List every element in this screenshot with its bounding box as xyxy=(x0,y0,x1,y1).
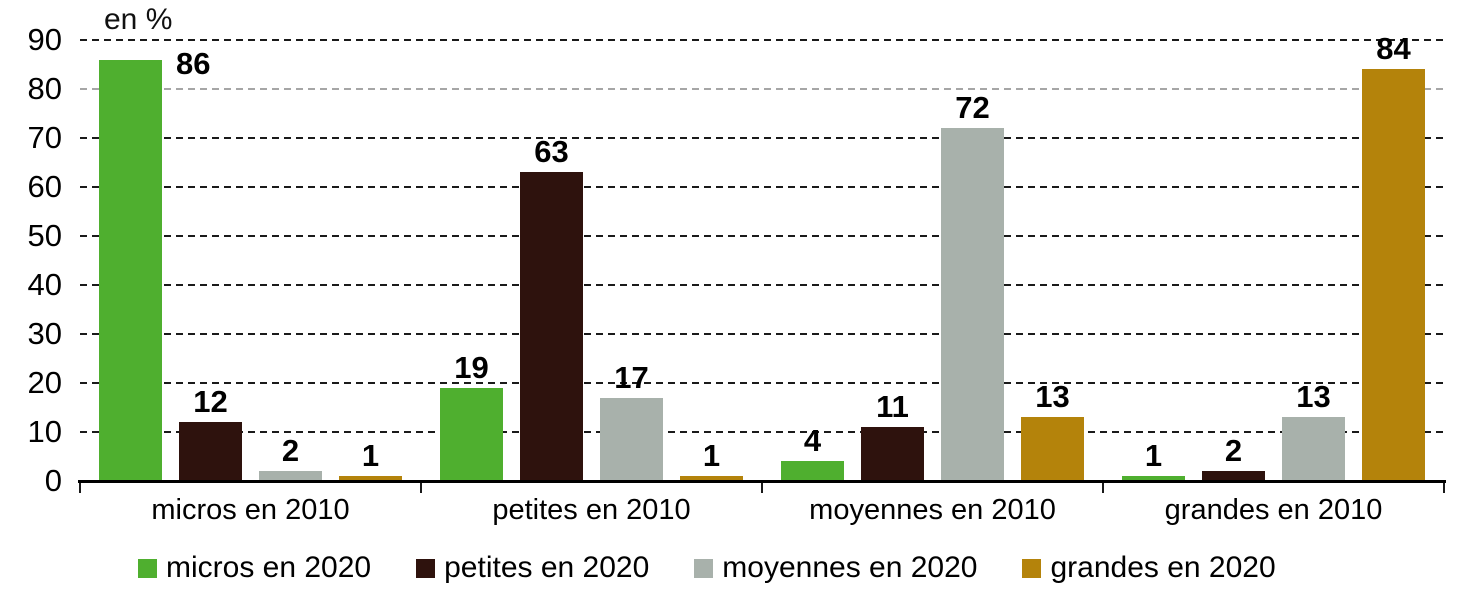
gridline-90 xyxy=(80,39,1444,41)
legend-label: moyennes en 2020 xyxy=(722,551,978,584)
x-axis-tick xyxy=(420,483,422,493)
bar-grandes-en-2020-petites-en-2010 xyxy=(680,476,743,481)
bar-value-label: 17 xyxy=(614,359,649,395)
bar-value-label: 13 xyxy=(1296,379,1331,415)
bar-value-label: 84 xyxy=(1376,31,1411,67)
y-axis-tick-label: 60 xyxy=(27,169,62,204)
bar-value-label: 1 xyxy=(1144,438,1163,474)
bar-value-label: 2 xyxy=(1224,433,1243,469)
bar-grandes-en-2020-moyennes-en-2010 xyxy=(1021,417,1084,481)
x-axis-tick xyxy=(1443,483,1445,493)
legend-swatch-icon xyxy=(694,558,714,578)
bar-value-label: 86 xyxy=(176,45,211,81)
bar-moyennes-en-2020-petites-en-2010 xyxy=(600,397,663,481)
legend-swatch-icon xyxy=(416,558,436,578)
legend-swatch-icon xyxy=(1022,558,1042,578)
x-axis-tick xyxy=(79,483,81,493)
bar-moyennes-en-2020-micros-en-2010 xyxy=(259,471,322,481)
y-axis-tick-label: 70 xyxy=(27,120,62,155)
x-axis-category-label: micros en 2010 xyxy=(151,494,350,526)
bar-value-label: 13 xyxy=(1035,379,1070,415)
legend-label: petites en 2020 xyxy=(444,551,650,584)
y-axis-tick-label: 20 xyxy=(27,365,62,400)
chart-legend: micros en 2020 petites en 2020 moyennes en… xyxy=(138,551,1276,585)
gridline-10 xyxy=(80,431,1444,433)
bar-micros-en-2020-petites-en-2010 xyxy=(440,387,503,481)
gridline-50 xyxy=(80,235,1444,237)
x-axis-line xyxy=(78,480,1446,483)
x-axis-category-label: moyennes en 2010 xyxy=(809,494,1056,526)
bar-value-label: 2 xyxy=(281,433,300,469)
legend-label: micros en 2020 xyxy=(166,551,372,584)
legend-item-moyennes-en-2020: moyennes en 2020 xyxy=(694,551,977,585)
bar-petites-en-2020-moyennes-en-2010 xyxy=(861,427,924,481)
gridline-60 xyxy=(80,186,1444,188)
x-axis-category-label: grandes en 2010 xyxy=(1164,494,1383,526)
legend-item-grandes-en-2020: grandes en 2020 xyxy=(1022,551,1276,585)
bar-micros-en-2020-moyennes-en-2010 xyxy=(781,461,844,481)
legend-swatch-icon xyxy=(138,558,157,578)
y-axis-unit-label: en % xyxy=(104,3,173,36)
bar-moyennes-en-2020-grandes-en-2010 xyxy=(1282,417,1345,481)
legend-item-petites-en-2020: petites en 2020 xyxy=(416,551,649,585)
bar-petites-en-2020-petites-en-2010 xyxy=(520,172,583,481)
y-axis-tick-label: 40 xyxy=(27,267,62,302)
bar-value-label: 63 xyxy=(534,134,569,170)
bar-value-label: 4 xyxy=(803,423,822,459)
y-axis-tick-label: 80 xyxy=(27,71,62,106)
gridline-80 xyxy=(80,88,1444,90)
x-axis-category-label: petites en 2010 xyxy=(492,494,691,526)
y-axis-tick-label: 90 xyxy=(27,22,62,57)
bar-value-label: 1 xyxy=(702,438,721,474)
y-axis-tick-label: 50 xyxy=(27,218,62,253)
bar-value-label: 72 xyxy=(955,90,990,126)
bar-micros-en-2020-micros-en-2010 xyxy=(99,59,162,481)
bar-value-label: 12 xyxy=(193,384,228,420)
y-axis-tick-label: 0 xyxy=(44,463,62,498)
legend-item-micros-en-2020: micros en 2020 xyxy=(138,551,371,585)
bar-value-label: 19 xyxy=(454,349,489,385)
bar-grandes-en-2020-micros-en-2010 xyxy=(339,476,402,481)
y-axis-tick-label: 10 xyxy=(27,414,62,449)
legend-label: grandes en 2020 xyxy=(1050,551,1276,584)
y-axis-tick-label: 30 xyxy=(27,316,62,351)
bar-petites-en-2020-micros-en-2010 xyxy=(179,422,242,481)
gridline-30 xyxy=(80,333,1444,335)
bar-moyennes-en-2020-moyennes-en-2010 xyxy=(941,128,1004,481)
bar-value-label: 1 xyxy=(361,438,380,474)
gridline-40 xyxy=(80,284,1444,286)
gridline-20 xyxy=(80,382,1444,384)
bar-micros-en-2020-grandes-en-2010 xyxy=(1122,476,1185,481)
gridline-70 xyxy=(80,137,1444,139)
bar-value-label: 11 xyxy=(876,389,909,425)
x-axis-tick xyxy=(1102,483,1104,493)
bar-petites-en-2020-grandes-en-2010 xyxy=(1202,471,1265,481)
bar-grandes-en-2020-grandes-en-2010 xyxy=(1362,69,1425,481)
x-axis-tick xyxy=(761,483,763,493)
